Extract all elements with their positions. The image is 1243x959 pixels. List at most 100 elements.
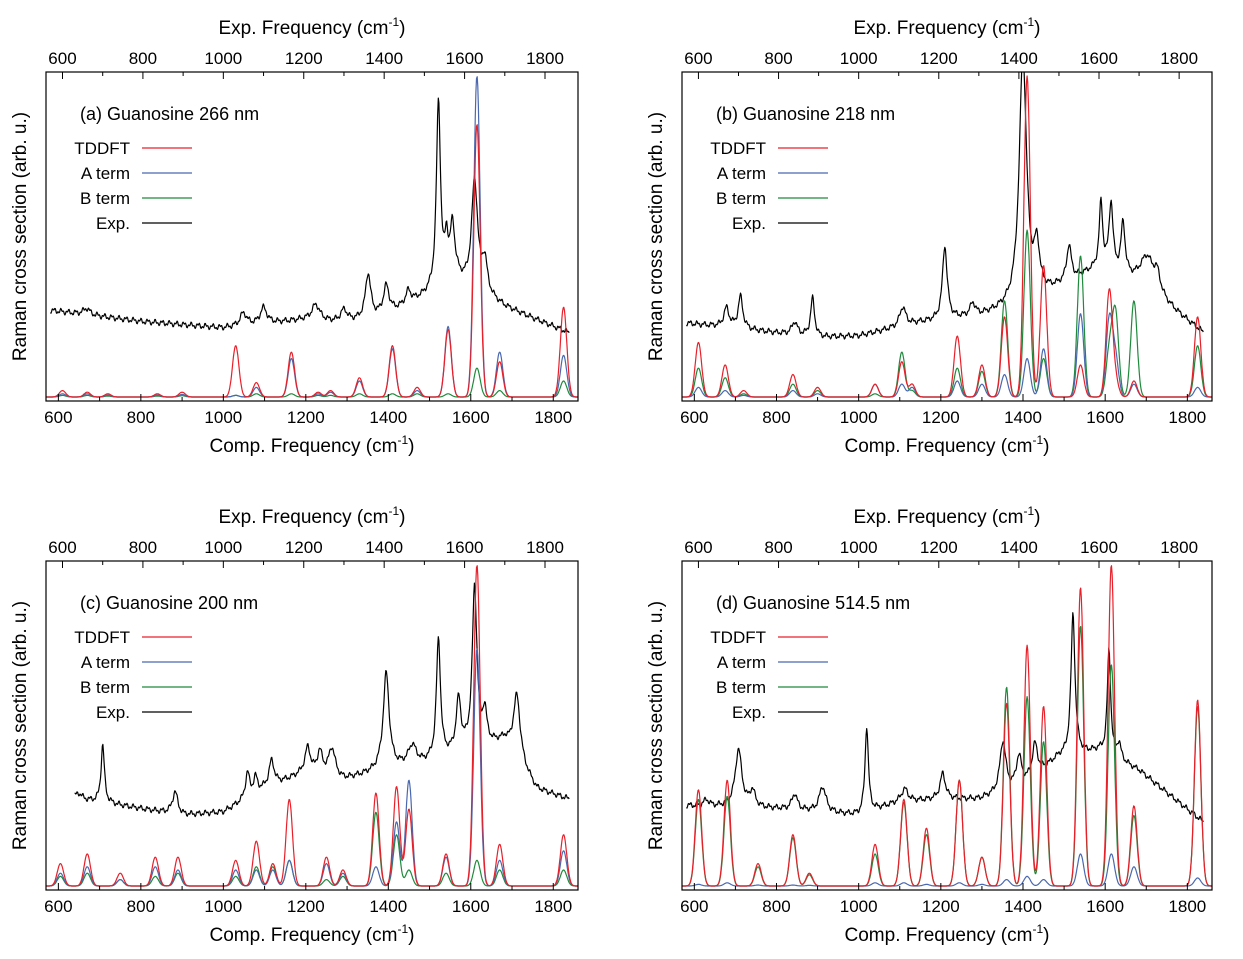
x-top-axis-title-main: Exp. Frequency (cm (219, 507, 389, 528)
series-line-a-term (682, 853, 1212, 887)
series-line-a-term (46, 76, 578, 398)
legend-label: TDDFT (710, 139, 766, 158)
legend-label: A term (717, 164, 766, 183)
plot-frame (45, 71, 579, 402)
x-axis-title: Comp. Frequency (cm-1) (845, 922, 1050, 946)
x-tick-label: 800 (127, 408, 155, 427)
legend-label: Exp. (732, 214, 766, 233)
legend-label: B term (716, 189, 766, 208)
x-axis-title-main: Comp. Frequency (cm (210, 925, 398, 946)
x-top-tick-label: 800 (129, 49, 157, 68)
legend-label: A term (81, 164, 130, 183)
series-line-tddft (682, 565, 1212, 887)
x-tick-label: 1600 (1086, 408, 1124, 427)
x-top-tick-label: 1400 (1000, 49, 1038, 68)
x-axis-title-tail: ) (1043, 436, 1049, 457)
x-top-axis-title: Exp. Frequency (cm-1) (854, 15, 1041, 39)
x-tick-label: 1200 (922, 408, 960, 427)
x-axis-title-superscript: -1 (397, 433, 408, 447)
series-group (46, 76, 578, 398)
x-top-axis-title-main: Exp. Frequency (cm (219, 18, 389, 39)
x-tick-label: 1800 (1168, 408, 1206, 427)
legend: TDDFT A term B term Exp. (710, 628, 828, 722)
x-top-tick-label: 600 (48, 49, 76, 68)
y-axis-title: Raman cross section (arb. u.) (10, 601, 31, 850)
x-top-tick-label: 1400 (365, 49, 403, 68)
x-tick-label: 1600 (1086, 897, 1124, 916)
x-tick-label: 1400 (1004, 897, 1042, 916)
x-tick-label: 600 (680, 408, 708, 427)
y-axis-title: Raman cross section (arb. u.) (10, 112, 31, 361)
x-top-tick-label: 1000 (840, 538, 878, 557)
panel-title: (a) Guanosine 266 nm (80, 104, 259, 124)
x-top-tick-label: 1600 (446, 49, 484, 68)
chart-panel-d: 600 800 1000 1200 1400 1600 1800 600 800 1000 1200… (646, 504, 1213, 946)
panel-title: (b) Guanosine 218 nm (716, 104, 895, 124)
series-line-tddft (682, 75, 1212, 398)
x-tick-label: 800 (762, 897, 790, 916)
series-group (682, 72, 1212, 398)
x-top-axis-title-tail: ) (399, 18, 405, 39)
x-tick-label: 1800 (1168, 897, 1206, 916)
x-tick-label: 600 (680, 897, 708, 916)
legend-label: A term (81, 653, 130, 672)
series-line-tddft (46, 565, 578, 887)
x-top-tick-label: 1800 (1160, 538, 1198, 557)
x-top-tick-label: 1000 (840, 49, 878, 68)
x-axis-title-main: Comp. Frequency (cm (845, 436, 1033, 457)
legend-label: Exp. (96, 703, 130, 722)
legend-label: TDDFT (74, 628, 130, 647)
legend-label: Exp. (732, 703, 766, 722)
x-top-axis-title-superscript: -1 (1024, 504, 1035, 518)
x-top-tick-label: 600 (48, 538, 76, 557)
x-tick-label: 800 (762, 408, 790, 427)
x-top-axis-title-superscript: -1 (389, 504, 400, 518)
x-tick-label: 1000 (840, 408, 878, 427)
series-line-exp (74, 582, 570, 818)
x-axis-title-tail: ) (1043, 925, 1049, 946)
legend: TDDFT A term B term Exp. (710, 139, 828, 233)
x-top-tick-label: 800 (764, 538, 792, 557)
x-tick-label: 1000 (204, 897, 242, 916)
x-top-tick-label: 1800 (526, 538, 564, 557)
chart-panel-a: 600 800 1000 1200 1400 1600 1800 600 800 1000 1200… (10, 15, 579, 457)
x-axis-title: Comp. Frequency (cm-1) (210, 922, 415, 946)
x-axis-title-main: Comp. Frequency (cm (210, 436, 398, 457)
x-tick-label: 600 (44, 408, 72, 427)
x-top-tick-label: 600 (684, 538, 712, 557)
x-top-tick-label: 1400 (1000, 538, 1038, 557)
x-top-axis-title: Exp. Frequency (cm-1) (219, 15, 406, 39)
series-line-a-term (682, 312, 1212, 398)
x-top-axis-title-tail: ) (399, 507, 405, 528)
x-top-tick-label: 1800 (1160, 49, 1198, 68)
x-tick-label: 600 (44, 897, 72, 916)
y-axis-title: Raman cross section (arb. u.) (646, 112, 667, 361)
y-axis-title: Raman cross section (arb. u.) (646, 601, 667, 850)
x-top-tick-label: 1200 (920, 49, 958, 68)
x-top-tick-label: 800 (764, 49, 792, 68)
x-tick-label: 1400 (369, 897, 407, 916)
x-top-axis-title-superscript: -1 (389, 15, 400, 29)
x-top-tick-label: 600 (684, 49, 712, 68)
x-tick-label: 1000 (840, 897, 878, 916)
panel-title: (c) Guanosine 200 nm (80, 593, 258, 613)
x-top-tick-label: 1400 (365, 538, 403, 557)
x-axis-title-superscript: -1 (1032, 433, 1043, 447)
x-top-axis-title: Exp. Frequency (cm-1) (854, 504, 1041, 528)
chart-panel-b: 600 800 1000 1200 1400 1600 1800 600 800 1000 1200… (646, 15, 1213, 457)
legend-label: B term (80, 678, 130, 697)
x-tick-label: 1600 (452, 408, 490, 427)
series-line-exp (685, 72, 1204, 340)
x-axis-title-superscript: -1 (1032, 922, 1043, 936)
plot-frame (681, 71, 1213, 402)
x-axis-title-main: Comp. Frequency (cm (845, 925, 1033, 946)
x-tick-label: 1800 (534, 408, 572, 427)
x-top-tick-label: 1600 (1080, 49, 1118, 68)
legend-label: TDDFT (74, 139, 130, 158)
x-top-tick-label: 1000 (204, 538, 242, 557)
x-top-tick-label: 1200 (920, 538, 958, 557)
x-top-axis-title-tail: ) (1034, 18, 1040, 39)
x-top-axis-title-main: Exp. Frequency (cm (854, 507, 1024, 528)
x-top-axis-title: Exp. Frequency (cm-1) (219, 504, 406, 528)
